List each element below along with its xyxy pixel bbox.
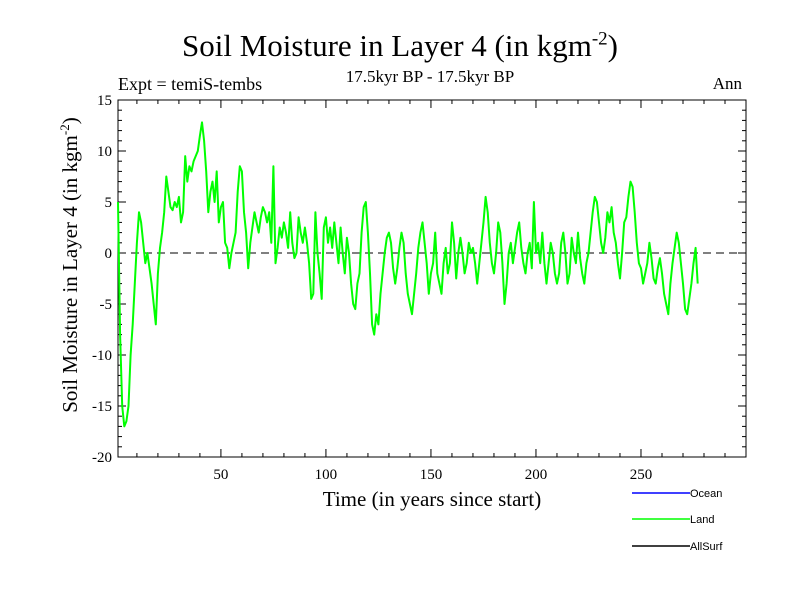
series-line-land — [117, 121, 699, 428]
x-axis-label: Time (in years since start) — [322, 487, 542, 511]
y-tick-label: -20 — [92, 450, 112, 466]
y-tick-label: -15 — [92, 399, 112, 415]
y-tick-label: 15 — [97, 93, 112, 109]
y-tick-label: -10 — [92, 348, 112, 364]
y-tick-label: 5 — [105, 195, 113, 211]
x-tick-label: 50 — [213, 467, 228, 483]
legend-label-land: Land — [690, 514, 714, 526]
legend-label-ocean: Ocean — [690, 488, 722, 500]
x-tick-label: 150 — [420, 467, 443, 483]
season-label: Ann — [712, 74, 742, 93]
legend: Ocean Land AllSurf — [632, 488, 723, 553]
legend-label-allsurf: AllSurf — [690, 541, 723, 553]
y-axis-label: Soil Moisture in Layer 4 (in kgm-2) — [57, 117, 82, 413]
y-tick-label: 0 — [105, 246, 113, 262]
plot-frame — [117, 99, 747, 458]
x-tick-label: 250 — [630, 467, 653, 483]
period-label: 17.5kyr BP - 17.5kyr BP — [345, 67, 515, 86]
series-group — [117, 121, 699, 428]
y-tick-label: 10 — [97, 144, 112, 160]
x-tick-label: 200 — [525, 467, 548, 483]
axis-ticks: -20 -15 -10 -5 0 5 10 15 50 100 150 200 250 — [92, 93, 746, 483]
x-tick-label: 100 — [315, 467, 338, 483]
experiment-label: Expt = temiS-tembs — [118, 74, 263, 94]
chart-title: Soil Moisture in Layer 4 (in kgm-2) — [182, 28, 618, 63]
y-tick-label: -5 — [100, 297, 113, 313]
